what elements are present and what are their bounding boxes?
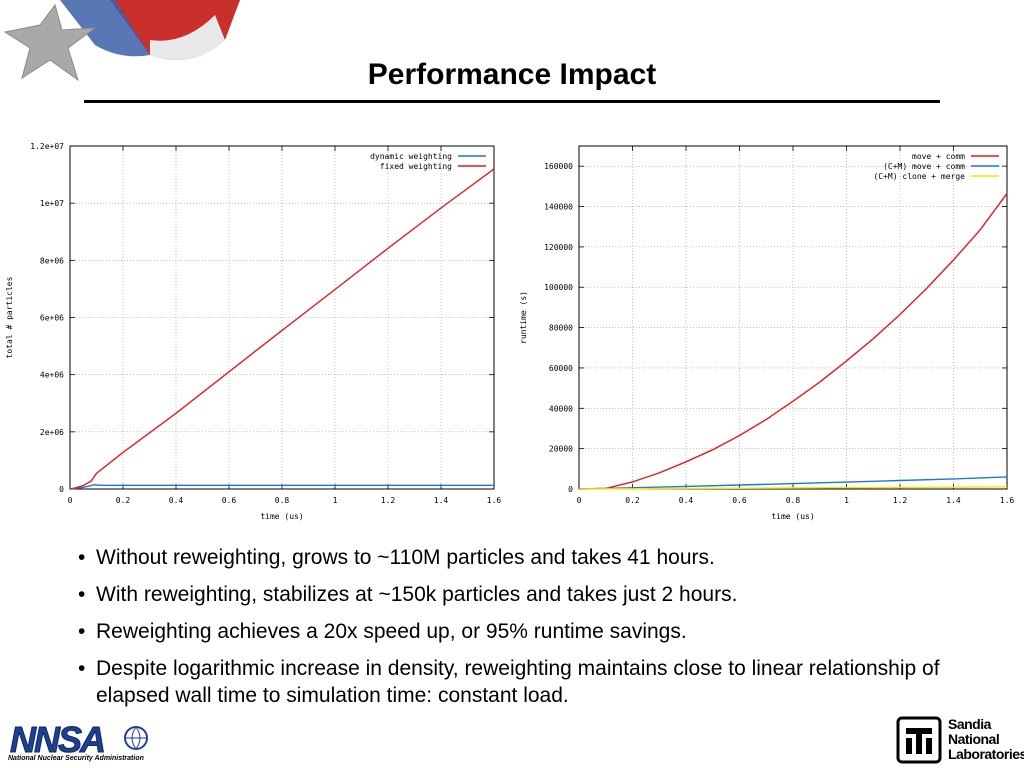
sandia-thunderbird-icon (896, 716, 942, 764)
x-tick-label: 1.4 (434, 496, 449, 505)
y-axis-label: runtime (s) (519, 291, 528, 344)
flag-blue-stripe (60, 0, 150, 57)
x-tick-label: 1.6 (487, 496, 502, 505)
x-axis-label: time (us) (260, 512, 303, 521)
bullet-dot-icon: • (78, 583, 86, 606)
series-line-2 (578, 476, 1008, 490)
globe-meridian (125, 726, 147, 750)
nnsa-caption: National Nuclear Security Administration (8, 755, 144, 762)
star-icon (3, 3, 97, 82)
x-tick-label: 0.6 (222, 496, 237, 505)
sandia-logo-glyph (906, 728, 932, 754)
y-tick-label: 6e+06 (40, 314, 64, 323)
y-tick-label: 1.2e+07 (30, 142, 64, 151)
legend-label: move + comm (912, 152, 965, 161)
y-tick-label: 80000 (549, 324, 573, 333)
x-tick-label: 1.2 (893, 496, 908, 505)
bullet-item: • With reweighting, stabilizes at ~150k p… (78, 581, 978, 608)
bullet-text: Despite logarithmic increase in density,… (96, 657, 940, 707)
bullet-item: • Without reweighting, grows to ~110M par… (78, 544, 978, 571)
bullet-dot-icon: • (78, 546, 86, 569)
series-line-3 (578, 486, 1008, 490)
x-tick-label: 0.8 (786, 496, 801, 505)
x-tick-label: 0.2 (116, 496, 131, 505)
plot-frame (578, 145, 1008, 490)
y-tick-label: 0 (568, 485, 573, 494)
bullet-list: • Without reweighting, grows to ~110M par… (78, 544, 978, 709)
y-tick-label: 0 (59, 485, 64, 494)
particles-chart: 0 0.2 0.4 0.6 0.8 1 1.2 1.4 1.6 0 2e+06 4e+06 6e+06 8… (0, 136, 505, 531)
title-divider (84, 100, 940, 103)
y-tick-label: 100000 (544, 283, 573, 292)
y-tick-label: 4e+06 (40, 371, 64, 380)
y-tick-label: 60000 (549, 364, 573, 373)
sandia-logo-frame (896, 716, 942, 764)
y-tick-label: 8e+06 (40, 256, 64, 265)
x-tick-label: 0.4 (169, 496, 184, 505)
bullet-item: • Reweighting achieves a 20x speed up, or… (78, 618, 978, 645)
y-tick-label: 140000 (544, 203, 573, 212)
x-tick-label: 1.4 (946, 496, 961, 505)
y-tick-label: 2e+06 (40, 428, 64, 437)
nnsa-logo: NNSA (10, 719, 148, 761)
slide-title: Performance Impact (367, 58, 657, 91)
legend-label: fixed weighting (380, 162, 452, 171)
y-tick-label: 120000 (544, 243, 573, 252)
bullet-text: Without reweighting, grows to ~110M part… (96, 546, 715, 569)
runtime-chart-svg: 0 0.2 0.4 0.6 0.8 1 1.2 1.4 1.6 0 20000 40000 60000 8… (519, 145, 1015, 521)
y-tick-label: 20000 (549, 445, 573, 454)
legend-label: dynamic weighting (370, 152, 452, 161)
plot-frame (69, 145, 495, 490)
x-axis-label: time (us) (771, 512, 814, 521)
bullet-text: Reweighting achieves a 20x speed up, or … (96, 620, 687, 643)
x-tick-label: 1 (844, 496, 849, 505)
nnsa-logo-mark: NNSA (10, 719, 104, 760)
sandia-wordmark: Sandia National Laboratories (948, 717, 1024, 762)
legend-label: (C+M) clone + merge (873, 172, 965, 181)
series-line-2 (69, 168, 495, 490)
x-tick-label: 1.2 (381, 496, 396, 505)
runtime-chart: 0 0.2 0.4 0.6 0.8 1 1.2 1.4 1.6 0 20000 40000 60000 8… (510, 136, 1015, 531)
y-tick-label: 160000 (544, 162, 573, 171)
x-tick-label: 0 (68, 496, 73, 505)
x-tick-label: 1.6 (1000, 496, 1015, 505)
series-line-1 (578, 192, 1008, 490)
y-axis-label: total # particles (5, 276, 14, 358)
sandia-wordmark-line: Sandia (948, 716, 991, 732)
y-tick-label: 1e+07 (40, 199, 64, 208)
x-tick-label: 0.2 (625, 496, 640, 505)
flag-white-stripe (150, 15, 225, 60)
legend-label: (C+M) move + comm (883, 162, 965, 171)
y-tick-label: 40000 (549, 404, 573, 413)
sandia-wordmark-line: National (948, 731, 1000, 747)
series-line-1 (69, 483, 494, 490)
bullet-text: With reweighting, stabilizes at ~150k pa… (96, 583, 738, 606)
bullet-dot-icon: • (78, 620, 86, 643)
x-tick-label: 1 (333, 496, 338, 505)
star-flag-decoration (3, 0, 240, 82)
bullet-dot-icon: • (78, 657, 86, 680)
x-tick-label: 0.8 (275, 496, 290, 505)
x-tick-label: 0.6 (732, 496, 747, 505)
particles-chart-svg: 0 0.2 0.4 0.6 0.8 1 1.2 1.4 1.6 0 2e+06 4e+06 6e+06 8… (5, 142, 502, 521)
x-tick-label: 0.4 (679, 496, 694, 505)
x-tick-label: 0 (577, 496, 582, 505)
bullet-item: • Despite logarithmic increase in density… (78, 655, 978, 709)
sandia-wordmark-line: Laboratories (948, 746, 1024, 762)
